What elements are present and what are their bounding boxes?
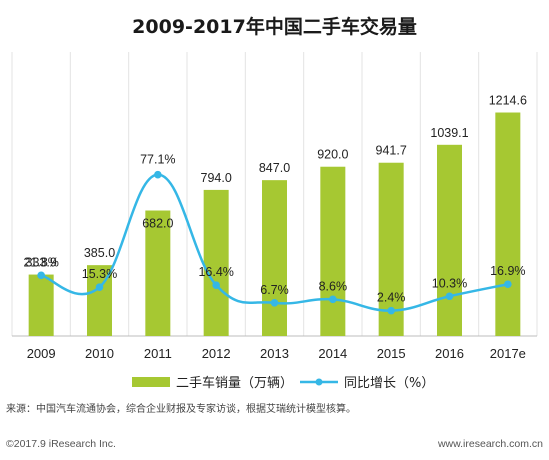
- growth-point-2010: [95, 283, 104, 291]
- growth-label-2016: 10.3%: [432, 276, 467, 290]
- growth-point-2014: [329, 295, 337, 304]
- growth-point-2009: [37, 271, 45, 280]
- growth-label-2010: 15.3%: [82, 267, 117, 281]
- source-note: 来源：中国汽车流通协会，综合企业财报及专家访谈，根据艾瑞统计模型核算。: [6, 402, 356, 415]
- legend-swatch-marker: [315, 378, 323, 386]
- growth-label-2011: 77.1%: [140, 153, 175, 167]
- data-labels: 333.9 385.0 682.0 794.0 847.0 920.0 941.7 1039.…: [23, 94, 527, 305]
- legend-label-line: 同比增长（%）: [344, 376, 434, 391]
- x-tick-2010: 2010: [85, 346, 114, 361]
- x-tick-2013: 2013: [260, 346, 289, 361]
- x-tick-2017e: 2017e: [490, 346, 526, 361]
- x-tick-2014: 2014: [318, 346, 347, 361]
- growth-label-2009: 21.8%: [23, 255, 58, 269]
- growth-label-2017e: 16.9%: [490, 264, 525, 278]
- growth-label-2014: 8.6%: [319, 279, 348, 293]
- line-series: [37, 170, 512, 315]
- bar-2012: [203, 189, 229, 336]
- growth-line: [40, 173, 509, 312]
- bar-2009: [28, 274, 54, 336]
- bar-series: [28, 112, 521, 336]
- growth-label-2015: 2.4%: [377, 291, 406, 305]
- growth-point-2013: [270, 299, 279, 307]
- bar-label-2009: 333.9: [26, 256, 57, 270]
- x-tick-2015: 2015: [377, 346, 406, 361]
- bar-label-2012: 794.0: [201, 171, 232, 185]
- x-axis: 2009 2010 2011 2012 2013 2014 2015 2016 2017e: [27, 346, 526, 361]
- growth-point-2012: [212, 281, 220, 289]
- growth-point-2015: [387, 306, 395, 315]
- growth-label-2012: 16.4%: [198, 265, 233, 279]
- bar-2011: [145, 210, 171, 336]
- growth-point-2016: [445, 292, 454, 301]
- bar-2016: [437, 144, 462, 336]
- bar-label-2013: 847.0: [259, 161, 290, 175]
- legend-swatch-bar: [132, 377, 170, 387]
- bar-label-2015: 941.7: [376, 144, 407, 158]
- footer-copyright: ©2017.9 iResearch Inc.: [6, 438, 116, 450]
- growth-label-2013: 6.7%: [260, 283, 289, 297]
- bar-label-2011: 682.0: [142, 217, 173, 231]
- footer-website: www.iresearch.com.cn: [437, 438, 543, 450]
- growth-point-2011: [154, 170, 162, 179]
- legend-label-bar: 二手车销量（万辆）: [176, 375, 293, 391]
- x-tick-2012: 2012: [202, 346, 231, 361]
- bar-label-2014: 920.0: [317, 148, 348, 162]
- x-tick-2016: 2016: [435, 346, 464, 361]
- x-tick-2009: 2009: [27, 346, 56, 361]
- bar-2017e: [495, 112, 521, 336]
- x-tick-2011: 2011: [144, 346, 172, 361]
- legend: 二手车销量（万辆） 同比增长（%）: [132, 375, 434, 391]
- bar-label-2017e: 1214.6: [489, 94, 527, 108]
- growth-point-2017e: [504, 280, 512, 289]
- bar-label-2010: 385.0: [84, 246, 115, 260]
- bar-2014: [320, 166, 346, 336]
- chart-title: 2009-2017年中国二手车交易量: [132, 15, 417, 38]
- bar-2013: [262, 180, 287, 336]
- bar-label-2016: 1039.1: [430, 126, 468, 140]
